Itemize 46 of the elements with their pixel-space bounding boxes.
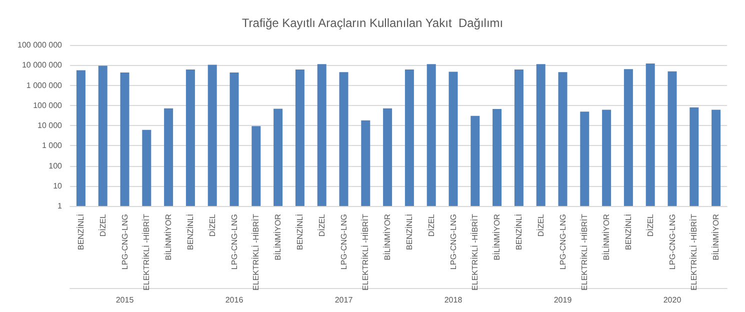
x-tick-label: LPG-CNG-LNG bbox=[339, 214, 348, 270]
x-tick-label: DİZEL bbox=[646, 213, 655, 237]
text: 2018 bbox=[444, 296, 463, 304]
text: 2019 bbox=[554, 296, 572, 304]
text: 2020 bbox=[663, 296, 682, 304]
x-tick-label: ELEKTRİKLİ -HİBRİT bbox=[142, 214, 152, 290]
x-tick-label: BİLİNMİYOR bbox=[383, 214, 392, 260]
x-tick-label: LPG-CNG-LNG bbox=[668, 214, 677, 270]
x-tick-label: DİZEL bbox=[426, 213, 436, 237]
x-tick-label: LPG-CNG-LNG bbox=[230, 214, 239, 270]
y-tick-label: 100 000 000 bbox=[18, 40, 63, 50]
y-tick-label: 1 bbox=[58, 202, 63, 210]
x-tick-label: LPG-CNG-LNG bbox=[558, 214, 568, 270]
x-tick-label: DİZEL bbox=[98, 213, 108, 237]
x-tick-label: ELEKTRİKLİ -HİBRİT bbox=[470, 214, 480, 290]
x-tick-label: BENZİNLİ bbox=[295, 214, 304, 250]
x-tick-label: DİZEL bbox=[317, 213, 326, 237]
text: 2015 bbox=[116, 296, 134, 304]
x-tick-label: BİLİNMİYOR bbox=[274, 214, 283, 260]
x-tick-label: ELEKTRİKLİ -HİBRİT bbox=[361, 214, 370, 290]
x-tick-label: BİLİNMİYOR bbox=[164, 214, 174, 260]
y-tick-label: 1 000 000 bbox=[26, 80, 63, 90]
x-tick-label: DİZEL bbox=[208, 213, 217, 237]
y-tick-label: 1 000 bbox=[42, 141, 63, 150]
x-tick-label: ELEKTRİKLİ -HİBRİT bbox=[580, 214, 590, 290]
x-tick-label: ELEKTRİKLİ -HİBRİT bbox=[252, 214, 261, 290]
x-tick-label: BENZİNLİ bbox=[404, 214, 414, 250]
y-tick-label: 10 bbox=[53, 181, 63, 190]
y-tick-label: 10 000 000 bbox=[22, 60, 63, 70]
x-tick-label: BİLİNMİYOR bbox=[602, 214, 612, 260]
x-tick-label: BENZİNLİ bbox=[76, 214, 86, 250]
x-tick-label: ELEKTRİKLİ -HİBRİT bbox=[690, 214, 699, 290]
x-tick-label: BENZİNLİ bbox=[624, 214, 633, 250]
y-tick-label: 100 000 bbox=[33, 100, 63, 110]
x-tick-label: BENZİNLİ bbox=[186, 214, 195, 250]
x-tick-label: LPG-CNG-LNG bbox=[448, 214, 458, 270]
y-tick-label: 100 bbox=[48, 161, 63, 170]
x-tick-label: LPG-CNG-LNG bbox=[120, 214, 130, 270]
text: 2016 bbox=[225, 296, 244, 304]
y-tick-label: 10 000 bbox=[38, 121, 63, 130]
x-tick-label: BİLİNMİYOR bbox=[492, 214, 502, 260]
x-tick-label: BİLİNMİYOR bbox=[712, 214, 721, 260]
chart-title: Trafiğe Kayıtlı Araçların Kullanılan Yakıt Dağılımı bbox=[242, 16, 504, 30]
x-tick-label: DİZEL bbox=[536, 213, 546, 237]
text: 2017 bbox=[334, 296, 354, 304]
x-tick-label: BENZİNLİ bbox=[514, 214, 524, 250]
